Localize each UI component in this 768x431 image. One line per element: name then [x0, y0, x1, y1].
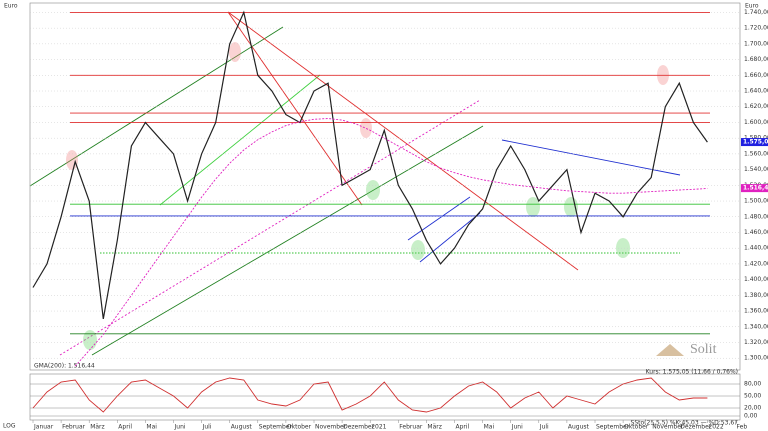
y-tick-label: 1.420,00 [744, 260, 768, 267]
y-tick-label: 1.480,00 [744, 213, 768, 220]
x-tick-label: 2021 [371, 424, 386, 431]
x-tick-label: Juli [202, 424, 212, 431]
last-price-tag: 1.575,05 [743, 139, 768, 146]
x-tick-label: April [456, 424, 470, 431]
x-tick-label: April [118, 424, 132, 431]
price-line [32, 10, 708, 320]
y-tick-label: 1.660,00 [744, 72, 768, 79]
x-tick-label: Februar [62, 424, 86, 431]
highlight-ovals [66, 42, 669, 350]
x-tick-label: Juli [539, 424, 549, 431]
x-tick-label: Januar [33, 424, 54, 431]
y-tick-label: 1.680,00 [744, 56, 768, 63]
y-tick-label: 1.440,00 [744, 245, 768, 252]
ma-text: GMA(200): 1.516,44 [34, 363, 95, 370]
x-tick-label: November [315, 424, 347, 431]
x-tick-label: August [568, 424, 590, 431]
oscillator-tick-label: 20,00 [744, 405, 761, 412]
x-tick-label: Mai [146, 424, 157, 431]
y-tick-label: 1.460,00 [744, 229, 768, 236]
y-tick-label: 1.400,00 [744, 276, 768, 283]
moving-average [74, 118, 708, 367]
y-tick-label: 1.620,00 [744, 103, 768, 110]
x-tick-label: März [427, 424, 441, 431]
y-tick-label: 1.500,00 [744, 198, 768, 205]
x-tick-label: Oktober [287, 424, 312, 431]
trend-lines [29, 11, 681, 356]
x-tick-label: November [652, 424, 684, 431]
y-tick-label: 1.340,00 [744, 323, 768, 330]
y-tick-label: 1.540,00 [744, 166, 768, 173]
x-tick-label: September [259, 424, 293, 431]
oscillator-tick-label: 50,00 [744, 393, 761, 400]
x-tick-label: 2022 [708, 424, 723, 431]
y-tick-label: 1.380,00 [744, 292, 768, 299]
x-tick-label: August [231, 424, 253, 431]
oscillator-tick-label: 0,00 [744, 413, 758, 420]
x-tick-label: Dezember [680, 424, 711, 431]
last-price-tag-box [741, 138, 768, 147]
unit-label-right: Euro [745, 3, 759, 10]
y-tick-label: 1.700,00 [744, 40, 768, 47]
y-tick-label: 1.300,00 [744, 355, 768, 362]
brand-logo [656, 344, 684, 356]
x-tick-label: Oktober [624, 424, 649, 431]
ma-price-tag-box [741, 184, 768, 193]
ma-price-tag: 1.516,44 [743, 185, 768, 192]
x-tick-label: Juni [511, 424, 523, 431]
y-tick-label: 1.720,00 [744, 25, 768, 32]
x-tick-label: Feb [737, 424, 748, 431]
y-tick-label: 1.640,00 [744, 88, 768, 95]
x-tick-label: Mai [484, 424, 495, 431]
x-tick-label: September [596, 424, 630, 431]
quote-text: Kurs: 1.575,05 (11,66 / 0,76%) [646, 369, 738, 376]
price-panel [29, 2, 741, 371]
oscillator-text: SSto(25,5,5) %K:45,03 — %D:53,67 [631, 420, 739, 427]
y-tick-label: 1.320,00 [744, 339, 768, 346]
scale-label: LOG [3, 423, 16, 430]
oscillator-line [32, 377, 708, 413]
y-tick-label: 1.740,00 [744, 9, 768, 16]
x-tick-label: Dezember [343, 424, 374, 431]
x-tick-label: Februar [399, 424, 423, 431]
unit-label: Euro [4, 3, 18, 10]
oscillator-tick-label: 80,00 [744, 381, 761, 388]
x-tick-label: März [90, 424, 104, 431]
y-tick-label: 1.360,00 [744, 308, 768, 315]
y-tick-label: 1.600,00 [744, 119, 768, 126]
oscillator-panel [29, 373, 741, 421]
brand: Solit [690, 342, 717, 357]
y-tick-label: 1.560,00 [744, 150, 768, 157]
x-tick-label: Juni [174, 424, 186, 431]
